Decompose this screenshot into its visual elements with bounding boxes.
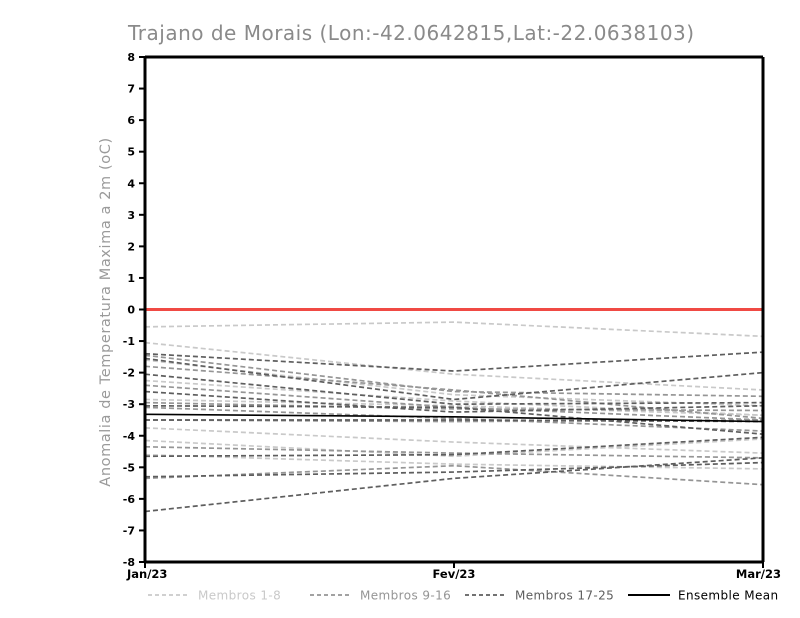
- series-line: [145, 384, 763, 421]
- y-tick-label: -7: [123, 524, 135, 537]
- series-line: [145, 427, 763, 454]
- chart-title: Trajano de Morais (Lon:-42.0642815,Lat:-…: [127, 21, 695, 45]
- series-line: [145, 404, 763, 436]
- y-tick-label: 5: [127, 146, 135, 159]
- series-lines: [145, 321, 763, 513]
- y-tick-label: 8: [127, 51, 135, 64]
- series-line: [145, 438, 763, 458]
- x-axis-ticks: Jan/23 Fev/23 Mar/23: [126, 562, 781, 581]
- x-tick-label: Jan/23: [126, 567, 167, 581]
- legend-label: Ensemble Mean: [678, 589, 779, 603]
- y-axis-label: Anomalia de Temperatura Maxima a 2m (oC): [98, 137, 114, 486]
- series-line: [145, 464, 763, 486]
- series-line: [145, 436, 763, 458]
- y-tick-label: 7: [127, 83, 135, 96]
- series-line: [145, 365, 763, 420]
- y-tick-label: 0: [127, 304, 135, 317]
- legend-label: Membros 1-8: [198, 589, 281, 603]
- series-line: [145, 461, 763, 478]
- series-line: [145, 390, 763, 413]
- chart-legend: Membros 1-8 Membros 9-16 Membros 17-25 Ense…: [148, 589, 779, 603]
- series-line: [145, 398, 763, 417]
- y-tick-label: -3: [123, 398, 135, 411]
- y-axis-ticks: 8 7 6 5 4 3 2 1 0 -1 -2 -3 -4 -5 -6 -7 -8: [123, 51, 145, 569]
- y-tick-label: -2: [123, 367, 135, 380]
- series-line: [145, 321, 763, 338]
- series-line: [145, 445, 763, 459]
- y-tick-label: -6: [123, 493, 136, 506]
- y-tick-label: -5: [123, 461, 135, 474]
- legend-label: Membros 17-25: [515, 589, 614, 603]
- series-line: [145, 419, 763, 423]
- y-tick-label: 3: [127, 209, 135, 222]
- y-tick-label: 6: [127, 114, 135, 127]
- legend-label: Membros 9-16: [360, 589, 451, 603]
- series-line: [145, 401, 763, 412]
- series-line: [145, 341, 763, 391]
- series-line: [145, 406, 763, 432]
- y-tick-label: 2: [127, 240, 135, 253]
- series-line: [145, 453, 763, 470]
- y-tick-label: -1: [123, 335, 135, 348]
- series-line: [145, 413, 763, 423]
- y-tick-label: 4: [127, 177, 135, 190]
- series-line: [145, 351, 763, 372]
- series-line: [145, 373, 763, 406]
- y-tick-label: -4: [123, 430, 136, 443]
- x-tick-label: Mar/23: [736, 567, 781, 581]
- y-tick-label: 1: [127, 272, 135, 285]
- y-tick-label: -8: [123, 556, 135, 569]
- x-tick-label: Fev/23: [433, 567, 476, 581]
